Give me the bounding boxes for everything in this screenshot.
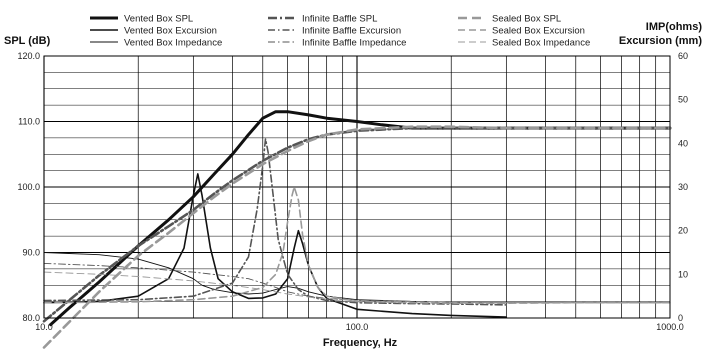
y-axis-left-title: SPL (dB) <box>4 35 51 47</box>
y-left-tick-label: 100.0 <box>17 182 40 192</box>
infinite-baffle-excursion-line <box>43 138 508 306</box>
legend-label: Sealed Box Impedance <box>492 38 590 49</box>
sealed-box-impedance-line <box>43 271 671 304</box>
legend-label: Sealed Box Excursion <box>492 26 585 37</box>
y-right-tick-label: 30 <box>678 182 688 192</box>
sealed-box-spl-line <box>42 125 672 349</box>
y-axis-right-title-line1: IMP(ohms) <box>646 21 703 33</box>
legend-label: Infinite Baffle Excursion <box>302 26 401 37</box>
x-axis-title: Frequency, Hz <box>323 337 398 349</box>
x-tick-label: 10.0 <box>35 322 53 332</box>
y-left-tick-label: 110.0 <box>18 117 40 127</box>
infinite-baffle-spl-line <box>42 126 672 323</box>
y-left-tick-label: 120.0 <box>17 51 40 61</box>
tick-labels: 10.0 100.0 1000.0 80.0 90.0 100.0 110.0 120.0 0 1… <box>17 51 688 332</box>
y-axis-right-title-line2: Excursion (mm) <box>619 35 702 47</box>
y-right-tick-label: 40 <box>678 138 688 148</box>
y-right-tick-label: 60 <box>678 51 688 61</box>
legend-label: Vented Box Excursion <box>124 26 217 37</box>
y-right-tick-label: 0 <box>678 313 683 323</box>
series-lines <box>42 110 672 349</box>
vented-box-excursion-line <box>43 173 508 318</box>
grid <box>43 55 670 319</box>
x-tick-label: 1000.0 <box>656 322 684 332</box>
y-right-tick-label: 20 <box>678 226 688 236</box>
y-left-tick-label: 80.0 <box>22 313 40 323</box>
legend-label: Sealed Box SPL <box>492 14 561 25</box>
y-right-tick-label: 50 <box>678 95 688 105</box>
y-left-tick-label: 90.0 <box>22 248 40 258</box>
legend-label: Vented Box Impedance <box>124 38 222 49</box>
sealed-box-excursion-line <box>43 186 671 305</box>
plot-frame <box>43 55 671 319</box>
infinite-baffle-impedance-line <box>43 262 671 304</box>
legend-label: Infinite Baffle SPL <box>302 14 377 25</box>
legend-label: Vented Box SPL <box>124 14 193 25</box>
legend-label: Infinite Baffle Impedance <box>302 38 406 49</box>
x-tick-label: 100.0 <box>346 322 369 332</box>
y-right-tick-label: 10 <box>678 269 688 279</box>
